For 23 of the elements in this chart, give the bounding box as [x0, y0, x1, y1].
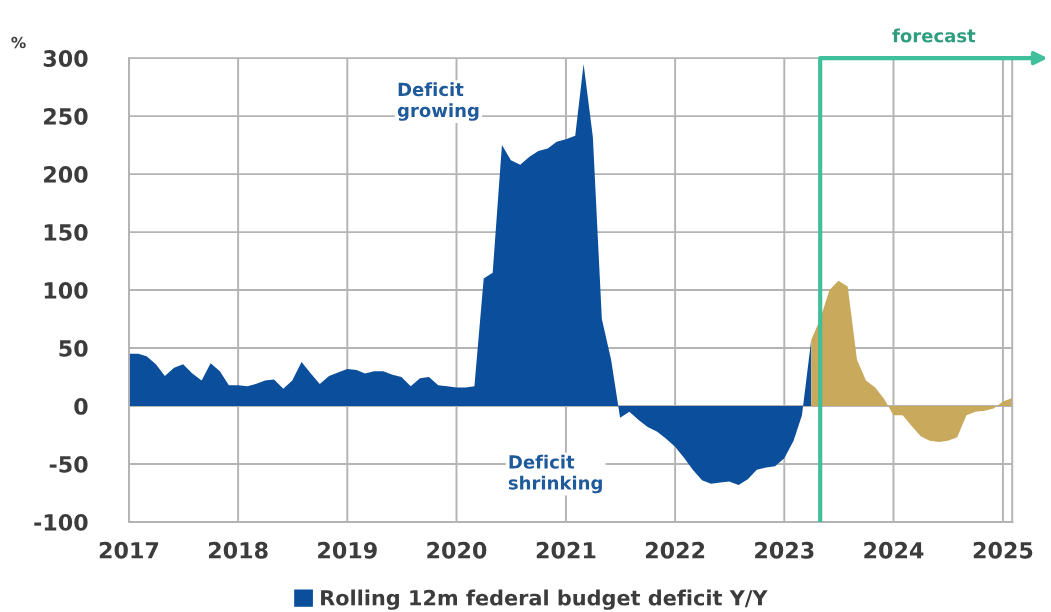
y-tick-label: 100 — [44, 282, 88, 299]
legend-label: Rolling 12m federal budget deficit Y/Y — [321, 589, 768, 610]
annotation: Deficit shrinking — [508, 454, 602, 494]
x-tick-label: 2024 — [864, 541, 924, 559]
y-tick-label: 200 — [44, 166, 88, 183]
x-tick-label: 2022 — [645, 541, 705, 559]
x-tick-label: 2020 — [427, 541, 487, 559]
y-tick-label: 50 — [59, 340, 88, 357]
y-tick-label: 150 — [44, 224, 88, 241]
x-tick-label: 2025 — [973, 541, 1033, 559]
y-tick-label: -50 — [49, 456, 88, 473]
y-axis-title: % — [11, 36, 26, 49]
x-tick-label: 2017 — [99, 541, 159, 559]
annotation: Deficit growing — [397, 82, 479, 121]
y-tick-label: 300 — [43, 50, 88, 67]
x-tick-label: 2021 — [536, 541, 596, 559]
y-tick-label: -100 — [34, 513, 88, 531]
y-tick-label: 250 — [44, 108, 88, 125]
x-tick-label: 2019 — [318, 541, 377, 559]
y-tick-label: 0 — [74, 398, 88, 415]
ref-line-label: forecast — [892, 28, 976, 43]
x-tick-label: 2023 — [755, 541, 814, 559]
x-tick-label: 2018 — [208, 541, 268, 559]
